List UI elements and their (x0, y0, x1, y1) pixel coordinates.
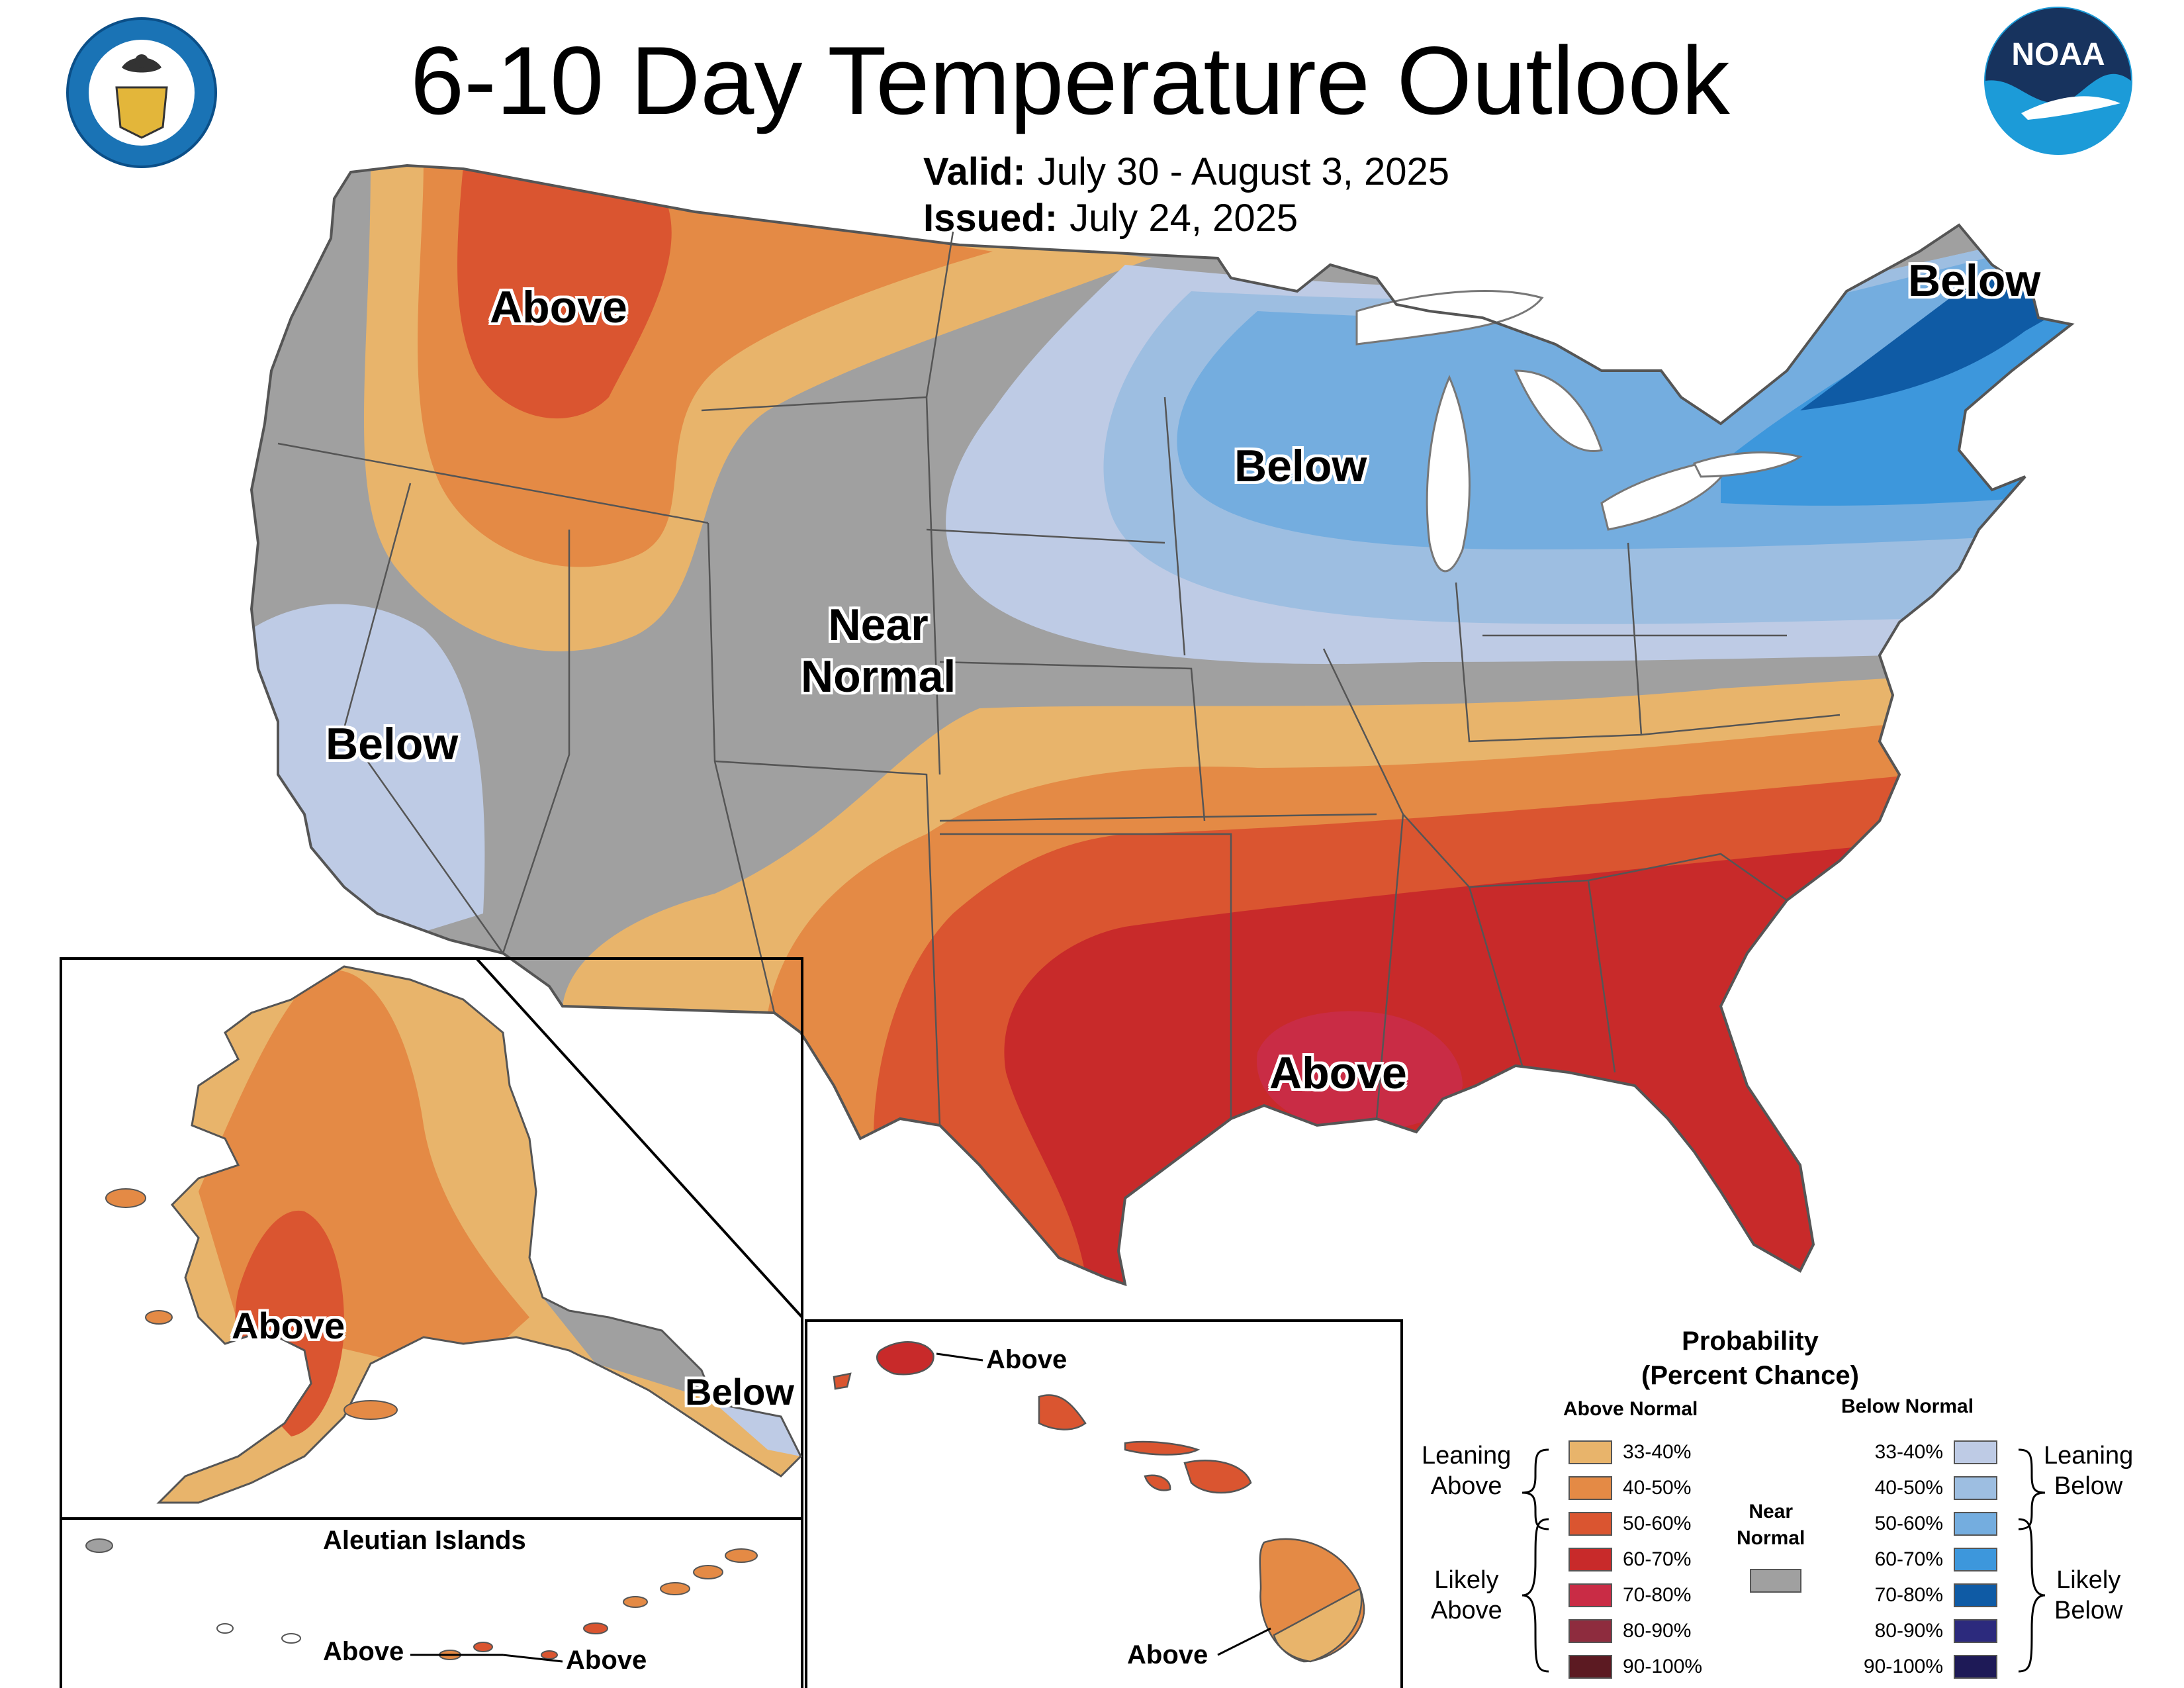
above-swatch-5 (1569, 1583, 1612, 1607)
legend-leaning-above-line1: Leaning (1422, 1442, 1512, 1470)
page-title: 6-10 Day Temperature Outlook (410, 26, 1730, 134)
below-swatch-3 (1954, 1512, 1997, 1536)
below-label-4: 60-70% (1874, 1548, 1943, 1570)
near-normal-label: Near Normal (801, 599, 956, 702)
great-lakes-below-label: Below (1234, 441, 1367, 491)
legend-likely-below: Likely Below (2054, 1565, 2123, 1626)
above-swatch-3 (1569, 1512, 1612, 1536)
noaa-text: NOAA (2011, 37, 2105, 72)
alaska-panhandle-below-label: Below (685, 1371, 794, 1413)
hawaii-inset-frame (805, 1319, 1403, 1688)
above-label-6: 80-90% (1623, 1620, 1692, 1642)
legend-likely-below-line1: Likely (2056, 1566, 2121, 1594)
above-label-2: 40-50% (1623, 1477, 1692, 1499)
below-swatch-1 (1954, 1440, 1997, 1464)
alaska-above-label: Above (232, 1305, 345, 1346)
below-label-7: 90-100% (1863, 1656, 1943, 1677)
valid-line: Valid: July 30 - August 3, 2025 (923, 150, 1449, 194)
legend-likely-above-line2: Above (1431, 1597, 1502, 1624)
northwest-above-label: Above (490, 282, 627, 332)
legend-title-line1: Probability (1682, 1327, 1819, 1356)
south-above-label: Above (1269, 1048, 1407, 1098)
hawaii-kauai-above-label: Above (986, 1345, 1068, 1374)
california-below-label: Below (326, 719, 459, 769)
issued-line: Issued: July 24, 2025 (923, 196, 1298, 240)
legend-leaning-below: Leaning Below (2044, 1440, 2133, 1501)
noaa-logo: NOAA (1981, 4, 2135, 161)
new-england-below-label: Below (1908, 256, 2041, 306)
legend-leaning-above: Leaning Above (1422, 1440, 1511, 1501)
above-swatch-4 (1569, 1548, 1612, 1571)
legend-leaning-above-line2: Above (1430, 1472, 1502, 1500)
legend-likely-above: Likely Above (1431, 1565, 1502, 1626)
above-label-7: 90-100% (1623, 1656, 1703, 1677)
above-swatch-6 (1569, 1619, 1612, 1643)
issued-label: Issued: (923, 197, 1058, 240)
aleutian-above-label-1: Above (323, 1637, 404, 1666)
above-label-4: 60-70% (1623, 1548, 1692, 1570)
legend-near-normal: Near Normal (1737, 1499, 1805, 1552)
near-normal-line1: Near (828, 600, 929, 650)
below-label-3: 50-60% (1874, 1513, 1943, 1534)
aleutian-above-label-2: Above (566, 1646, 647, 1675)
below-swatch-4 (1954, 1548, 1997, 1571)
below-swatch-6 (1954, 1619, 1997, 1643)
legend-title: Probability (Percent Chance) (1641, 1324, 1859, 1393)
above-swatch-2 (1569, 1476, 1612, 1500)
aleutian-title: Aleutian Islands (323, 1526, 526, 1555)
issued-date: July 24, 2025 (1069, 197, 1298, 240)
legend-near-normal-swatch (1750, 1569, 1801, 1593)
below-swatch-7 (1954, 1655, 1997, 1679)
legend-likely-above-line1: Likely (1434, 1566, 1499, 1594)
department-of-commerce-seal (64, 15, 220, 174)
legend-above-header: Above Normal (1563, 1398, 1698, 1420)
above-label-1: 33-40% (1623, 1441, 1692, 1463)
below-label-2: 40-50% (1874, 1477, 1943, 1499)
below-label-6: 80-90% (1874, 1620, 1943, 1642)
valid-label: Valid: (923, 150, 1026, 193)
legend-title-line2: (Percent Chance) (1641, 1361, 1859, 1390)
legend-leaning-below-line2: Below (2054, 1472, 2123, 1500)
hawaii-big-island-above-label: Above (1127, 1640, 1208, 1669)
above-label-5: 70-80% (1623, 1584, 1692, 1606)
below-label-5: 70-80% (1874, 1584, 1943, 1606)
above-swatch-7 (1569, 1655, 1612, 1679)
legend-likely-below-line2: Below (2054, 1597, 2123, 1624)
below-swatch-2 (1954, 1476, 1997, 1500)
legend-near-normal-line2: Normal (1737, 1527, 1805, 1549)
below-label-1: 33-40% (1874, 1441, 1943, 1463)
valid-dates: July 30 - August 3, 2025 (1037, 150, 1450, 193)
above-swatch-1 (1569, 1440, 1612, 1464)
aleutian-inset-frame (60, 1517, 803, 1688)
legend-leaning-below-line1: Leaning (2044, 1442, 2134, 1470)
below-swatch-5 (1954, 1583, 1997, 1607)
legend-below-header: Below Normal (1841, 1395, 1974, 1417)
legend-near-normal-line1: Near (1749, 1501, 1794, 1523)
above-label-3: 50-60% (1623, 1513, 1692, 1534)
near-normal-line2: Normal (801, 651, 956, 702)
